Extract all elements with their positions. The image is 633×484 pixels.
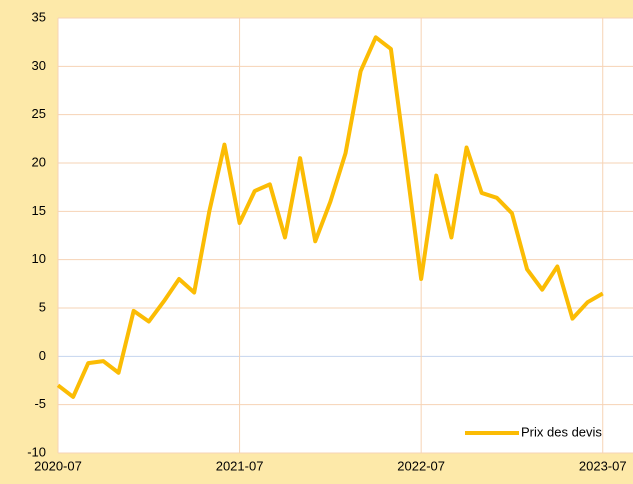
y-tick-label: 25	[32, 106, 46, 121]
legend-label: Prix des devis	[521, 424, 602, 439]
y-tick-label: 0	[39, 348, 46, 363]
x-tick-label: 2022-07	[397, 458, 445, 473]
x-tick-label: 2021-07	[216, 458, 264, 473]
x-tick-label: 2020-07	[34, 458, 82, 473]
y-tick-label: 10	[32, 251, 46, 266]
plot-area	[58, 18, 633, 453]
y-tick-label: 35	[32, 9, 46, 24]
y-tick-label: 30	[32, 58, 46, 73]
y-tick-label: 5	[39, 299, 46, 314]
x-tick-label: 2023-07	[579, 458, 627, 473]
data-line	[56, 35, 604, 399]
y-tick-label: 20	[32, 154, 46, 169]
y-tick-label: 15	[32, 203, 46, 218]
y-tick-label: -5	[34, 396, 46, 411]
y-tick-label: -10	[27, 444, 46, 459]
